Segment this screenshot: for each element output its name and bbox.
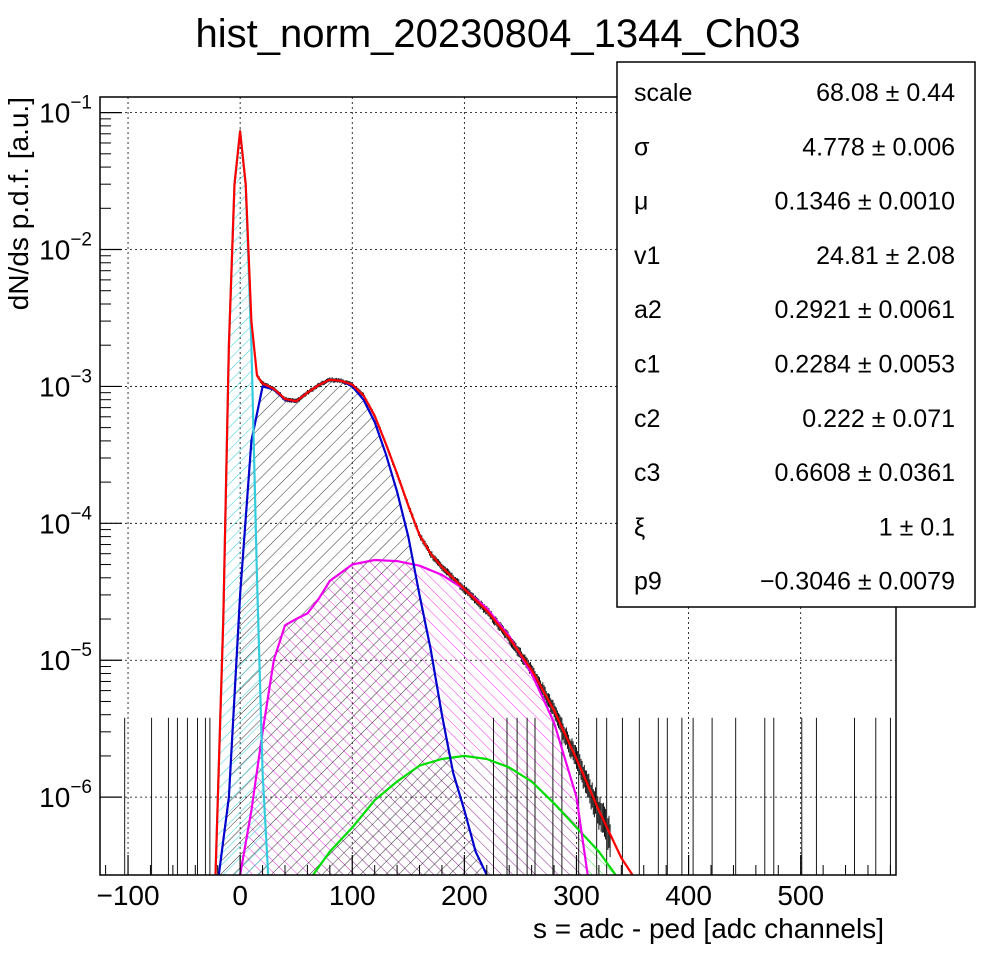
y-axis: 10−6 10−5 10−4 10−3 10−2 10−1 [39,93,122,813]
stat-name: p9 [634,568,662,596]
pedestal-fill [215,131,269,875]
total-fit-curve [214,130,634,875]
plot-area [124,129,891,875]
stat-name: c2 [634,405,660,433]
chart-title: hist_norm_20230804_1344_Ch03 [196,12,801,56]
x-tick-label: 300 [553,880,600,911]
x-tick-label: 0 [232,880,248,911]
y-tick-label: 10−3 [39,366,92,402]
stat-name: c1 [634,351,660,379]
stat-value: 0.2921 ± 0.0061 [774,296,955,324]
stat-name: ξ [634,513,645,541]
stat-name: scale [634,79,692,107]
y-tick-label: 10−1 [39,93,92,129]
x-axis-label: s = adc - ped [adc channels] [533,913,884,944]
x-tick-label: −100 [96,880,159,911]
fit-stats-box: scale 68.08 ± 0.44 σ 4.778 ± 0.006 μ 0.1346 ±… [616,61,976,608]
stat-name: μ [634,188,648,216]
stat-value: 24.81 ± 2.08 [816,242,955,270]
y-tick-label: 10−4 [39,503,92,539]
x-tick-label: 500 [777,880,824,911]
x-tick-label: 400 [665,880,712,911]
x-tick-label: 200 [441,880,488,911]
stat-name: c3 [634,459,660,487]
stat-name: σ [634,133,650,161]
stat-value: 0.2284 ± 0.0053 [774,351,955,379]
three-pe-curve [312,754,617,875]
one-pe-fill [218,379,487,875]
stat-value: 1 ± 0.1 [879,513,955,541]
one-pe-curve [217,378,488,875]
x-tick-label: 100 [329,880,376,911]
stat-value: −0.3046 ± 0.0079 [760,568,955,596]
y-tick-label: 10−2 [39,230,92,266]
stat-value: 4.778 ± 0.006 [802,133,955,161]
stat-value: 0.222 ± 0.071 [802,405,955,433]
stat-name: a2 [634,296,662,324]
y-tick-label: 10−5 [39,640,92,676]
y-axis-label: dN/ds p.d.f. [a.u.] [3,97,34,310]
stat-value: 68.08 ± 0.44 [816,79,955,107]
y-tick-label: 10−6 [39,777,92,813]
stat-value: 0.6608 ± 0.0361 [774,459,955,487]
x-axis: −100 0 100 200 300 400 500 [96,855,891,911]
stat-name: v1 [634,242,660,270]
stat-value: 0.1346 ± 0.0010 [774,188,955,216]
